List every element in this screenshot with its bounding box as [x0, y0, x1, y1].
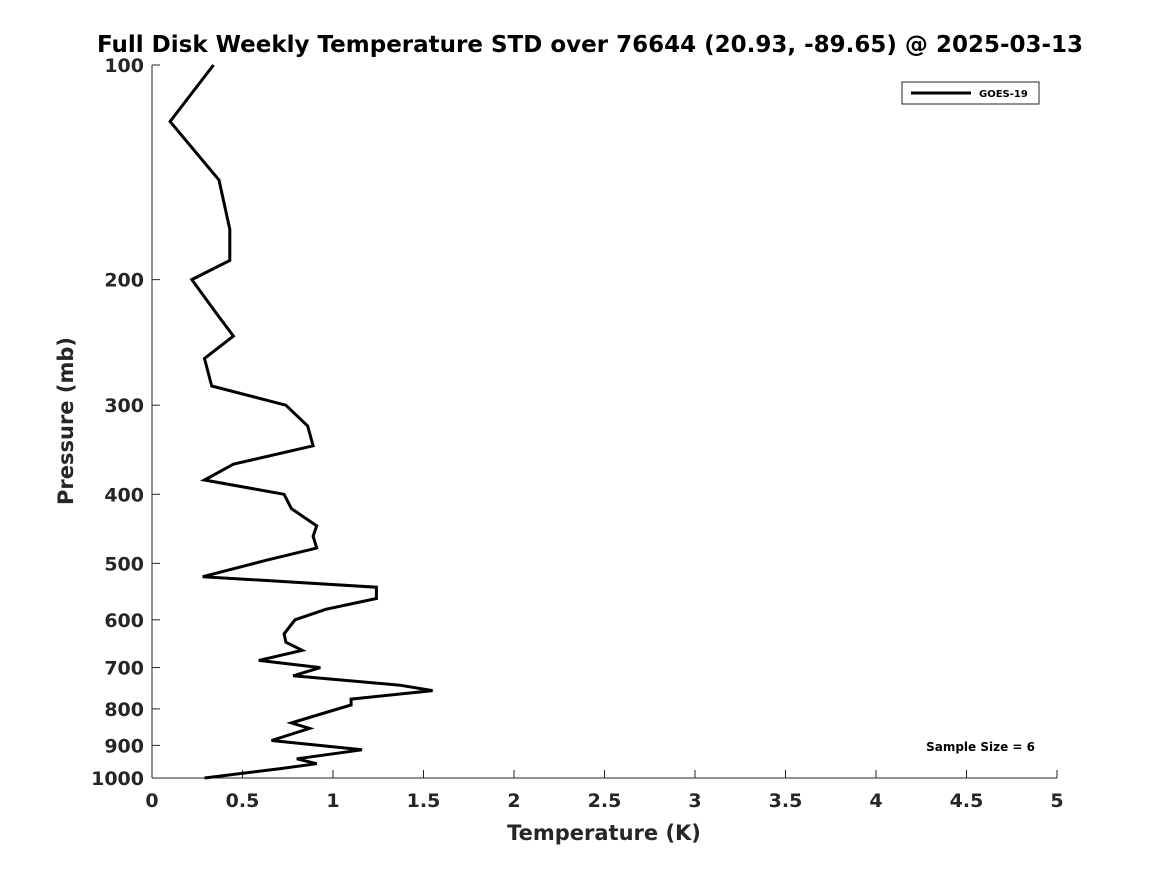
y-tick-label: 400	[104, 484, 144, 506]
x-axis-label: Temperature (K)	[507, 821, 701, 845]
x-tick-label: 3	[688, 790, 701, 812]
x-tick-label: 2	[507, 790, 520, 812]
y-tick-label: 600	[104, 610, 144, 632]
x-tick-label: 0	[145, 790, 158, 812]
y-tick-label: 1000	[91, 768, 144, 790]
x-tick-label: 2.5	[588, 790, 622, 812]
y-axis-ticks: 100 200 300 400 500 600 700 800 900 1000	[91, 55, 160, 790]
x-tick-label: 4	[869, 790, 882, 812]
y-tick-label: 200	[104, 270, 144, 292]
x-tick-label: 5	[1050, 790, 1063, 812]
x-tick-label: 4.5	[950, 790, 984, 812]
x-axis-ticks: 0 0.5 1 1.5 2 2.5 3 3.5 4 4.5 5	[145, 770, 1064, 812]
y-tick-label: 500	[104, 553, 144, 575]
legend: GOES-19	[901, 81, 1040, 105]
series-line-goes-19	[168, 64, 433, 780]
y-tick-label: 800	[104, 699, 144, 721]
y-tick-label: 700	[104, 658, 144, 680]
sample-size-annotation: Sample Size = 6	[926, 740, 1035, 754]
y-tick-label: 900	[104, 735, 144, 757]
y-tick-label: 300	[104, 395, 144, 417]
legend-label-goes-19: GOES-19	[979, 89, 1028, 100]
plot-area	[151, 65, 1057, 779]
y-tick-label: 100	[104, 55, 144, 77]
series-layer	[168, 64, 433, 780]
y-axis-label: Pressure (mb)	[54, 337, 78, 505]
x-tick-label: 0.5	[226, 790, 260, 812]
x-tick-label: 3.5	[769, 790, 803, 812]
x-tick-label: 1.5	[407, 790, 441, 812]
x-tick-label: 1	[326, 790, 339, 812]
chart-title: Full Disk Weekly Temperature STD over 76…	[97, 32, 1083, 58]
